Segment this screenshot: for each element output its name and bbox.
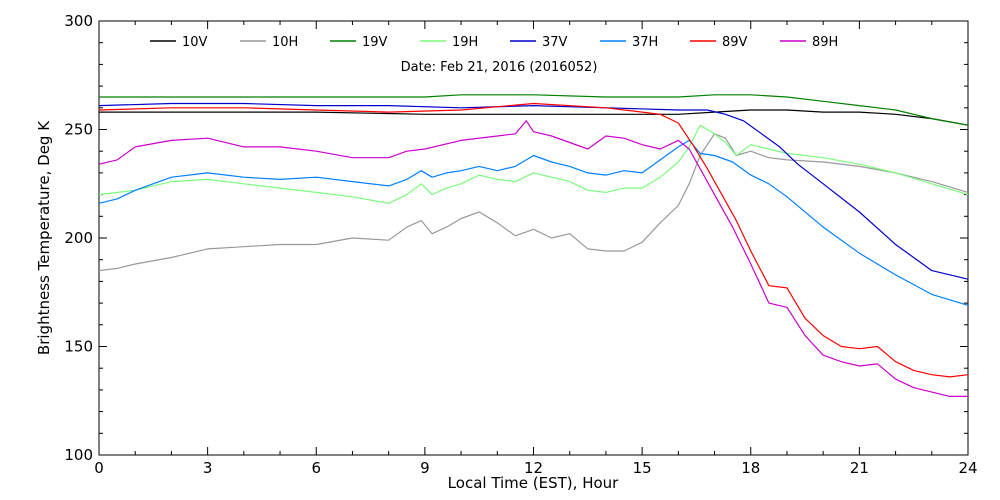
y-tick-label: 100 xyxy=(64,446,93,464)
legend-label: 19H xyxy=(452,35,478,50)
legend: 10V 10H 19V 19H 37V 37H 89V 89H xyxy=(150,35,838,50)
series-lines xyxy=(98,94,969,397)
x-axis-title: Local Time (EST), Hour xyxy=(448,474,619,492)
axis-ticks: 0 3 6 9 12 15 18 21 24 100 150 200 250 300 xyxy=(64,12,977,477)
chart-subtitle: Date: Feb 21, 2016 (2016052) xyxy=(401,60,598,75)
series-line-19h xyxy=(98,124,969,204)
y-tick-label: 200 xyxy=(64,229,93,247)
x-tick-label: 21 xyxy=(850,459,869,477)
x-tick-label: 24 xyxy=(958,459,977,477)
series-line-89h xyxy=(98,120,968,397)
x-tick-label: 6 xyxy=(311,459,321,477)
x-tick-label: 9 xyxy=(420,459,430,477)
series-line-10v xyxy=(99,109,969,126)
y-tick-label: 300 xyxy=(64,12,93,30)
legend-label: 10H xyxy=(272,35,298,50)
y-axis-title: Brightness Temperature, Deg K xyxy=(35,120,53,355)
legend-label: 19V xyxy=(362,35,388,50)
legend-label: 37H xyxy=(632,35,658,50)
y-tick-label: 150 xyxy=(64,338,93,356)
series-line-10h xyxy=(98,133,969,272)
x-tick-label: 3 xyxy=(203,459,213,477)
x-tick-label: 0 xyxy=(94,459,104,477)
x-tick-label: 15 xyxy=(633,459,652,477)
legend-label: 37V xyxy=(542,35,568,50)
series-line-37h xyxy=(98,139,969,306)
series-line-37v xyxy=(98,102,969,280)
y-tick-label: 250 xyxy=(64,121,93,139)
x-tick-label: 18 xyxy=(741,459,760,477)
series-line-89v xyxy=(98,102,969,378)
legend-label: 89H xyxy=(812,35,838,50)
legend-label: 10V xyxy=(182,35,208,50)
series-line-19v xyxy=(99,94,969,126)
legend-label: 89V xyxy=(722,35,748,50)
x-tick-label: 12 xyxy=(524,459,543,477)
